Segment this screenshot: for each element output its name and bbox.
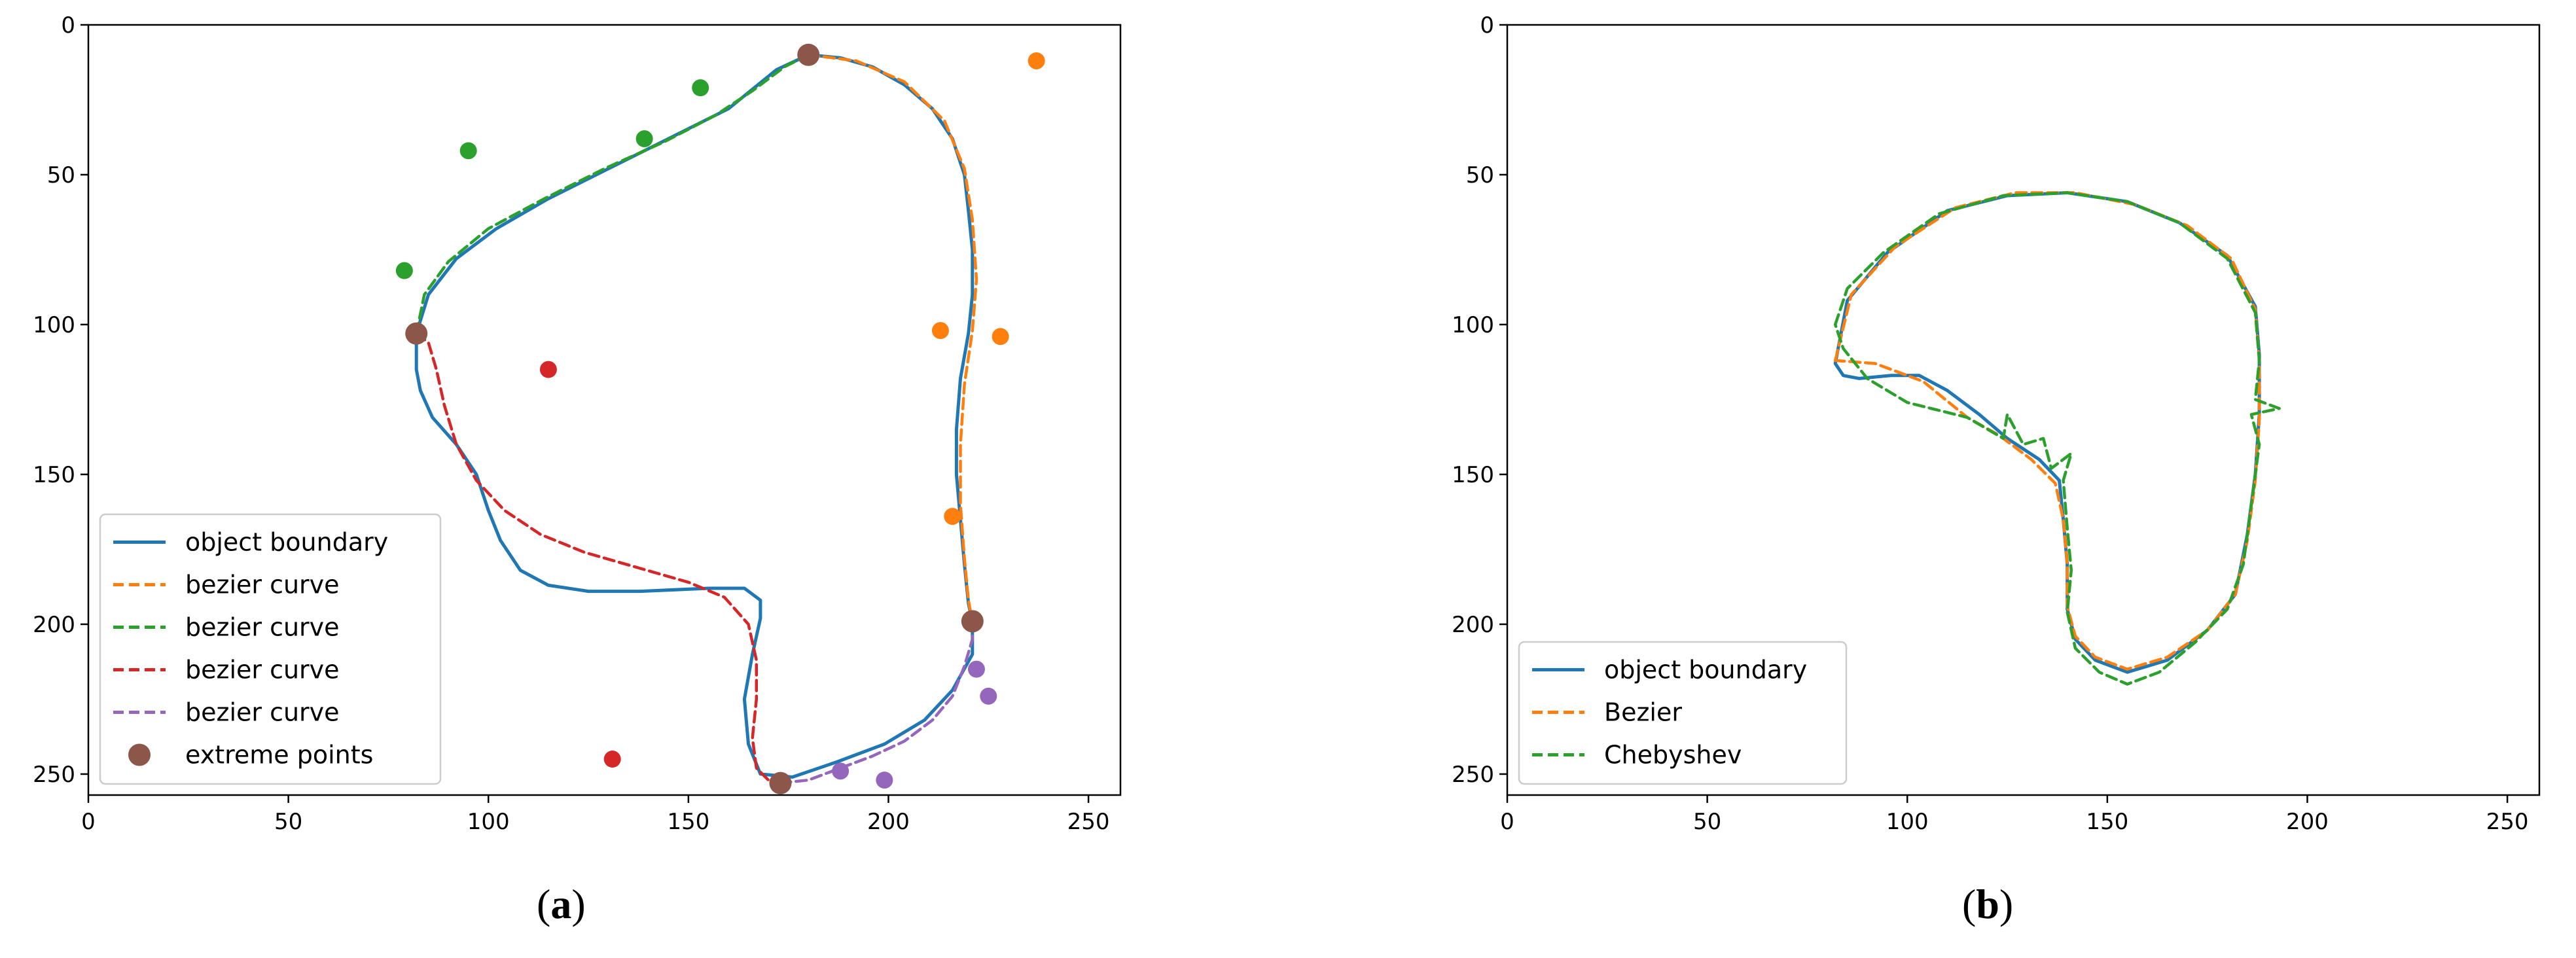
y-tick-label: 0 [1480, 12, 1494, 39]
chart-panel-a: 0 50 100 150 200 250 0 50 100 150 200 250 object bou… [33, 12, 1122, 927]
x-tick-label: 0 [1500, 809, 1514, 835]
control-point-0 [992, 328, 1009, 346]
plot-frame [1506, 24, 2541, 796]
y-tick-label: 250 [1452, 762, 1494, 788]
caption-a: (a) [537, 881, 586, 927]
extreme-point-4 [797, 43, 820, 66]
chart-panel-b: 0 50 100 150 200 250 0 50 100 150 200 250 object bou… [1288, 0, 2576, 958]
caption-b-letter: b [1976, 881, 1999, 927]
series-line-bezier-1 [1833, 191, 2261, 671]
plot-frame [87, 24, 1122, 796]
series-line-object-boundary-0 [1833, 191, 2261, 674]
legend-frame [1518, 641, 1848, 785]
series-line-bezier-curve-4 [779, 620, 975, 785]
caption-b: (b) [1962, 881, 2014, 927]
x-tick-label: 250 [1067, 809, 1110, 835]
control-point-1 [692, 79, 709, 97]
legend-label: bezier curve [185, 571, 340, 599]
extreme-point-4 [961, 610, 984, 633]
x-tick-label: 100 [1886, 809, 1929, 835]
y-tick-label: 250 [33, 762, 75, 788]
x-tick-label: 150 [667, 809, 709, 835]
x-tick-label: 0 [81, 809, 96, 835]
control-point-1 [395, 262, 413, 279]
control-point-3 [832, 762, 850, 780]
y-tick-label: 100 [1452, 312, 1494, 338]
extreme-point-4 [405, 322, 428, 345]
x-tick-label: 200 [2286, 809, 2329, 835]
x-tick-label: 200 [867, 809, 910, 835]
y-tick-label: 150 [33, 462, 75, 488]
x-tick-label: 100 [467, 809, 510, 835]
x-tick-label: 50 [1693, 809, 1721, 835]
series-line-object-boundary-0 [414, 53, 975, 779]
legend-swatch [128, 743, 151, 766]
legend-label: bezier curve [185, 698, 340, 727]
legend-label: Bezier [1604, 698, 1682, 727]
legend-label: object boundary [185, 528, 388, 557]
control-point-2 [539, 361, 557, 378]
legend-label: extreme points [185, 741, 373, 770]
control-point-1 [635, 130, 653, 148]
y-tick-label: 50 [47, 162, 75, 188]
extreme-point-4 [769, 772, 792, 794]
series-line-bezier-curve-2 [414, 53, 810, 335]
y-tick-label: 50 [1466, 162, 1494, 188]
series-line-bezier-curve-3 [414, 332, 782, 785]
y-tick-label: 200 [33, 612, 75, 638]
y-tick-label: 150 [1452, 462, 1494, 488]
control-point-0 [944, 508, 961, 525]
control-point-3 [980, 687, 997, 705]
control-point-3 [876, 772, 893, 789]
x-tick-label: 250 [2486, 809, 2529, 835]
legend-label: bezier curve [185, 613, 340, 642]
control-point-0 [1028, 52, 1045, 69]
y-tick-label: 0 [61, 12, 75, 39]
series-line-chebyshev-2 [1833, 191, 2281, 686]
legend-label: object boundary [1604, 656, 1807, 684]
x-tick-label: 150 [2086, 809, 2128, 835]
caption-a-letter: a [550, 881, 572, 927]
legend-label: bezier curve [185, 656, 340, 684]
control-point-0 [931, 322, 949, 340]
control-point-3 [967, 660, 985, 678]
control-point-2 [603, 751, 621, 768]
legend-label: Chebyshev [1604, 741, 1742, 770]
legend: object boundary Bezier Chebyshev [1518, 641, 1848, 785]
y-tick-label: 200 [1452, 612, 1494, 638]
control-point-1 [459, 142, 477, 160]
series-line-bezier-curve-1 [806, 53, 978, 623]
x-tick-label: 50 [274, 809, 302, 835]
y-tick-label: 100 [33, 312, 75, 338]
legend: object boundary bezier curve bezier curve b… [99, 513, 442, 785]
legend-frame [99, 513, 442, 785]
